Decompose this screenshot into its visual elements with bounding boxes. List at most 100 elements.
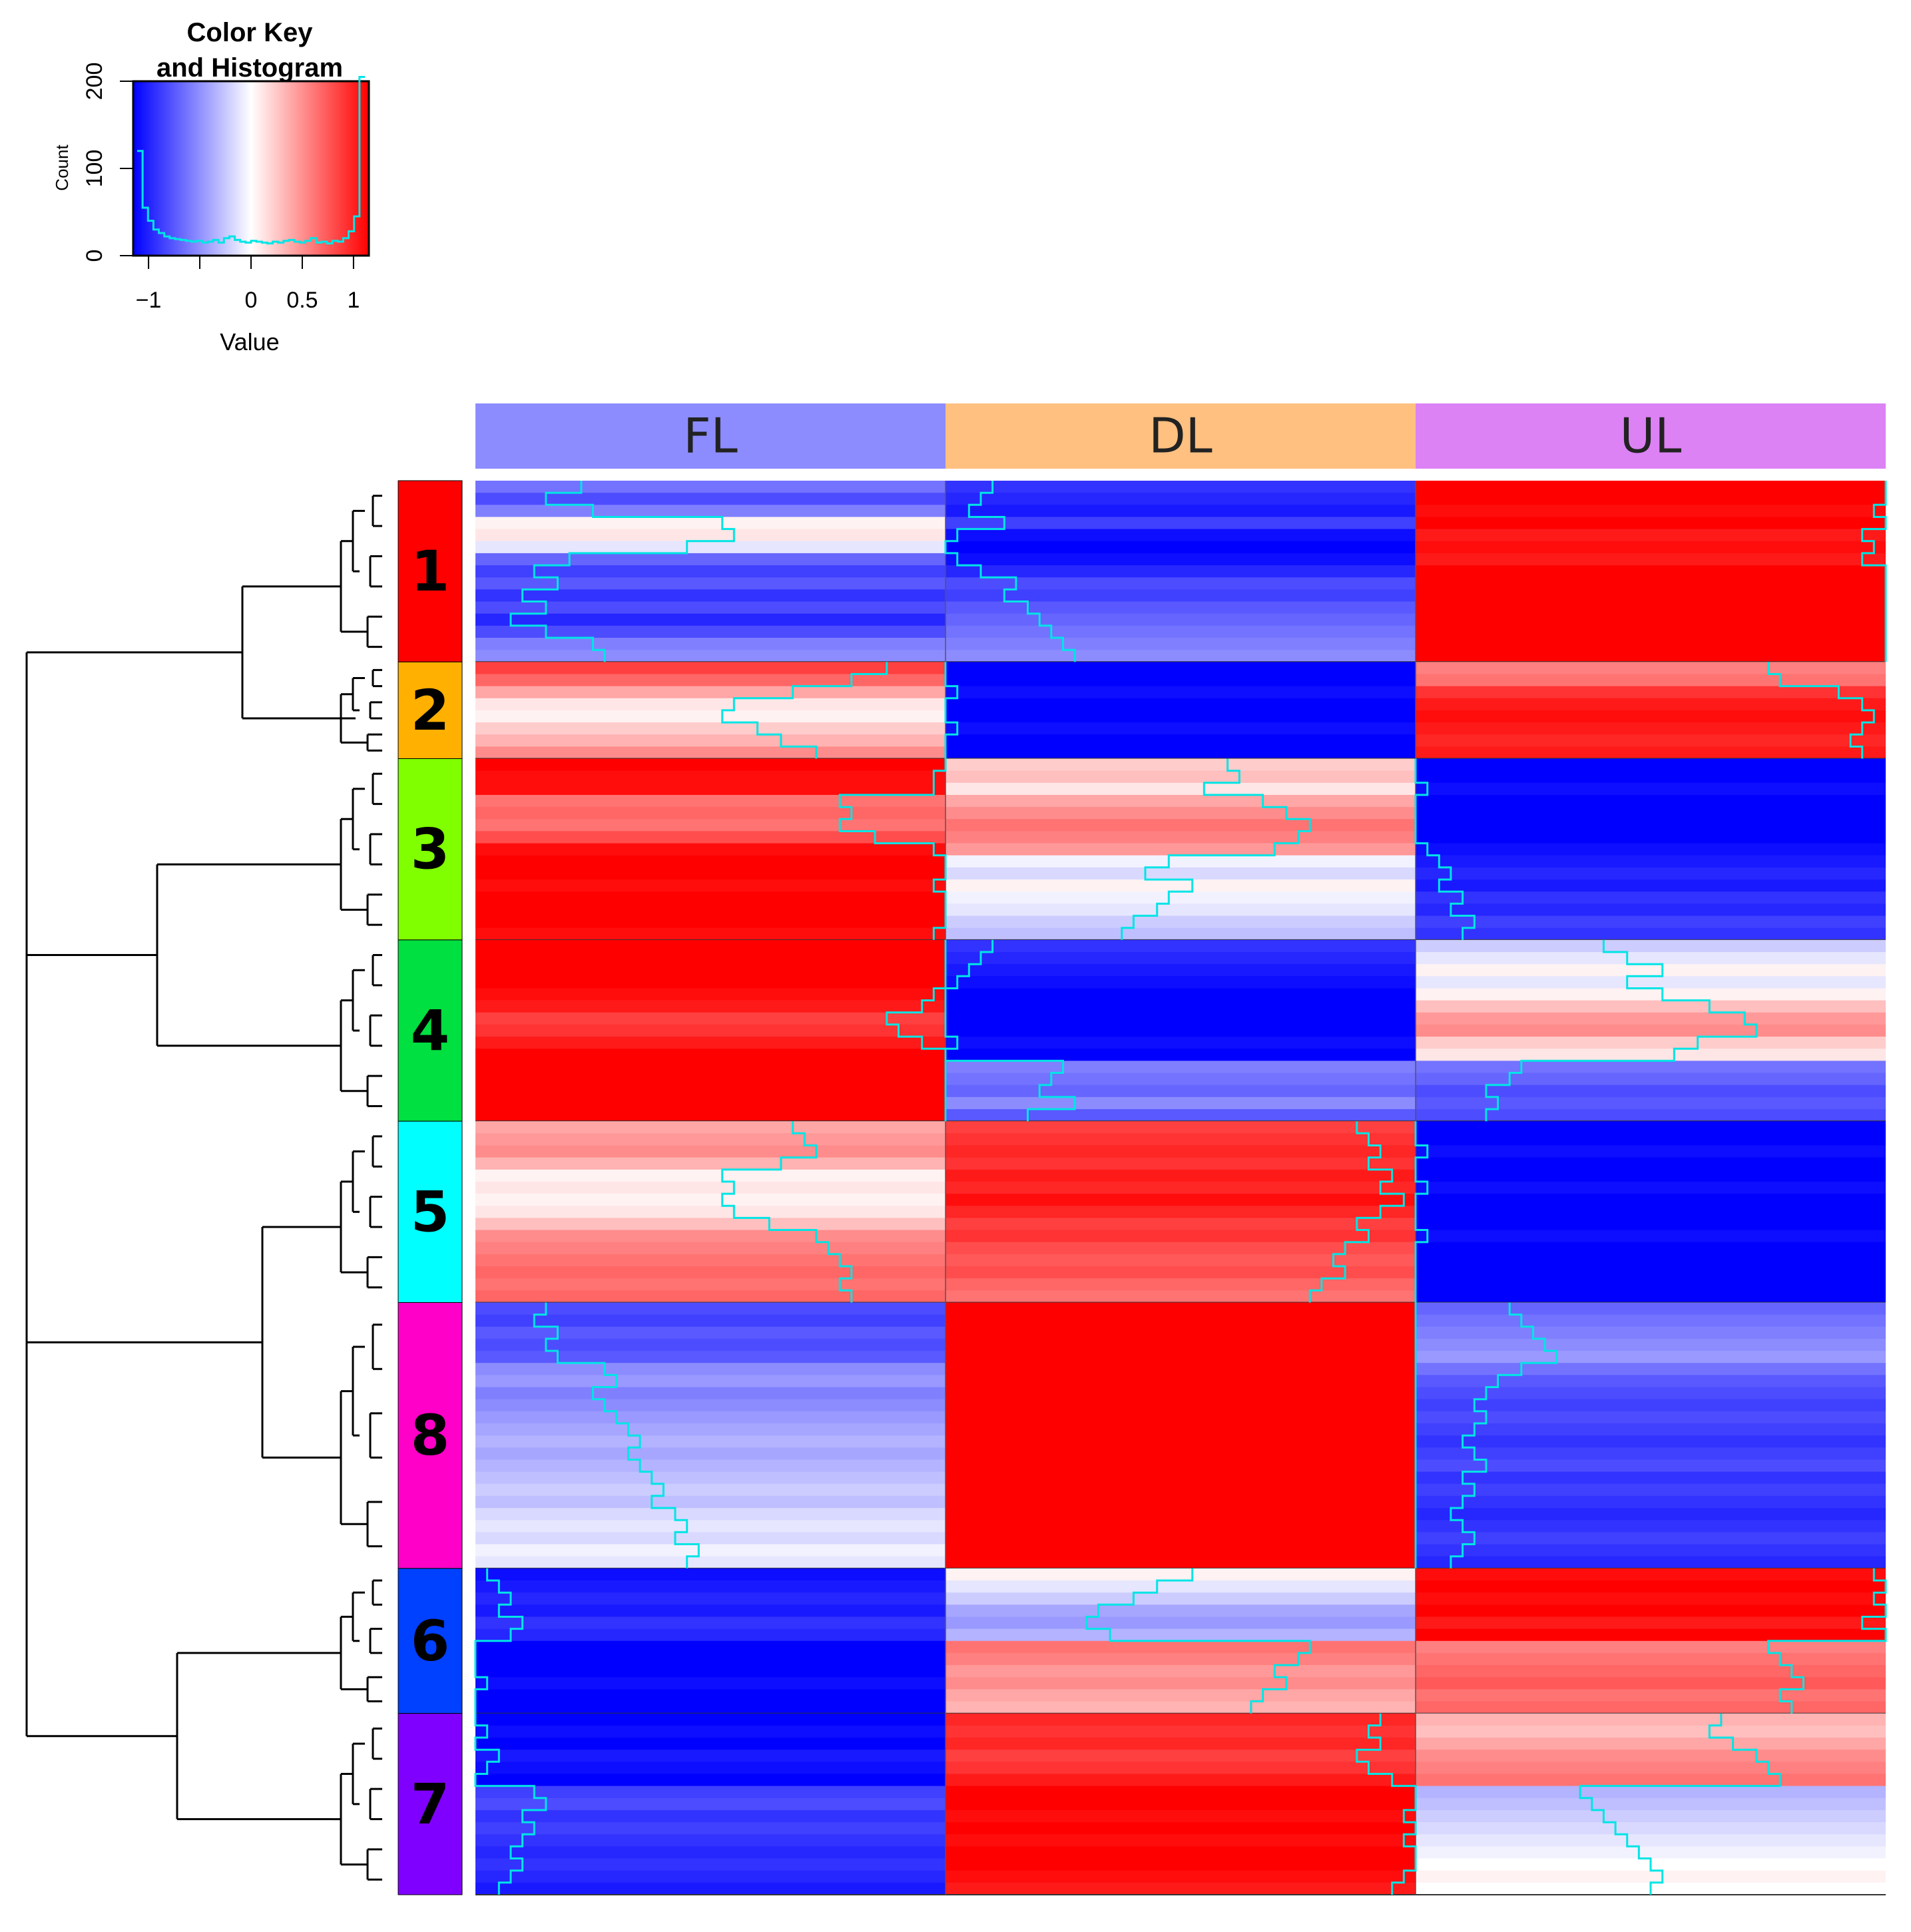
cluster-bar-4 — [398, 939, 463, 1122]
heatmap-cell — [475, 1375, 946, 1388]
heatmap-cell — [475, 1568, 946, 1581]
heatmap-cell — [1416, 1302, 1886, 1316]
heatmap-cell — [1416, 662, 1886, 675]
key-y-tick-label: 100 — [82, 150, 107, 188]
heatmap-cell — [1416, 795, 1886, 808]
heatmap-cell — [946, 662, 1416, 675]
heatmap-cell — [946, 1435, 1416, 1448]
heatmap-cell — [946, 1508, 1416, 1521]
heatmap-cell — [946, 1762, 1416, 1775]
heatmap-cell — [1416, 1556, 1886, 1569]
heatmap-cell — [946, 1000, 1416, 1013]
heatmap-cell — [946, 1580, 1416, 1593]
heatmap-cell — [946, 1206, 1416, 1218]
heatmap-cell — [1416, 505, 1886, 518]
heatmap-cell — [1416, 517, 1886, 530]
heatmap-cell — [1416, 1351, 1886, 1363]
column-label: FL — [683, 408, 738, 464]
heatmap-cell — [946, 1592, 1416, 1605]
heatmap-cell — [946, 686, 1416, 699]
heatmap-cell — [475, 1326, 946, 1339]
cluster-label-5: 5 — [411, 1179, 449, 1244]
heatmap-cell — [1416, 1532, 1886, 1545]
heatmap-cell — [475, 1351, 946, 1363]
heatmap-cell — [475, 795, 946, 808]
heatmap-cell — [475, 734, 946, 747]
heatmap-cell — [946, 1012, 1416, 1025]
heatmap-cell — [946, 807, 1416, 820]
heatmap-cell — [946, 1061, 1416, 1074]
trace-line — [721, 1121, 853, 1303]
heatmap-cell — [1416, 698, 1886, 711]
heatmap-cell — [1416, 1786, 1886, 1799]
heatmap-cell — [475, 529, 946, 542]
heatmap-cell — [475, 1145, 946, 1158]
heatmap-cell — [1416, 1677, 1886, 1690]
heatmap-cell — [946, 674, 1416, 687]
cluster-bar-1 — [398, 480, 463, 662]
heatmap-cell — [1416, 1713, 1886, 1726]
heatmap-cell — [1416, 1628, 1886, 1642]
heatmap-cell — [475, 952, 946, 965]
heatmap-cell — [475, 1750, 946, 1762]
heatmap-cell — [475, 1822, 946, 1835]
heatmap-cell — [475, 819, 946, 832]
heatmap-cell — [475, 674, 946, 687]
heatmap-cell — [946, 1846, 1416, 1859]
heatmap-cell — [946, 493, 1416, 505]
heatmap-cell — [1416, 1640, 1886, 1654]
heatmap-cell — [475, 976, 946, 989]
heatmap-cell — [475, 1133, 946, 1146]
heatmap-cell — [475, 1798, 946, 1811]
heatmap-cell — [475, 1121, 946, 1134]
heatmap-cell — [946, 1640, 1416, 1654]
heatmap-cell — [475, 746, 946, 760]
heatmap-cell — [475, 1169, 946, 1182]
heatmap-cell — [475, 1024, 946, 1037]
heatmap-cell — [475, 625, 946, 638]
heatmap-cell — [1416, 879, 1886, 892]
heatmap-cell — [946, 1338, 1416, 1351]
heatmap-cell — [946, 1387, 1416, 1400]
heatmap-cell — [1416, 553, 1886, 566]
heatmap-cell — [1416, 1447, 1886, 1461]
heatmap-cell — [1416, 1145, 1886, 1158]
heatmap-cell — [1416, 1701, 1886, 1714]
key-x-tick-label: 0 — [245, 288, 258, 313]
heatmap-cell — [1416, 1483, 1886, 1497]
heatmap-cell — [475, 1242, 946, 1255]
color-key-x-axis: −1 0 0.5 1 — [136, 255, 360, 313]
heatmap-cell — [475, 1483, 946, 1497]
heatmap-cell — [946, 770, 1416, 784]
color-key-title: Color Key — [187, 18, 314, 47]
heatmap-cell — [946, 1447, 1416, 1461]
heatmap-cell — [1416, 976, 1886, 989]
heatmap-cell — [475, 1085, 946, 1098]
heatmap-cell — [475, 1738, 946, 1750]
heatmap-cell — [946, 1181, 1416, 1194]
trace-line — [1861, 481, 1887, 662]
heatmap-cell — [1416, 1471, 1886, 1485]
heatmap-cell — [475, 1302, 946, 1316]
trace-line — [886, 939, 947, 1122]
heatmap-cell — [475, 1230, 946, 1243]
heatmap-cell — [946, 1725, 1416, 1738]
trace-line — [474, 1568, 524, 1714]
column-label: DL — [1149, 408, 1213, 464]
heatmap-cell — [1416, 1085, 1886, 1098]
heatmap-cell — [475, 1399, 946, 1412]
heatmap-cell — [946, 867, 1416, 880]
heatmap-cell — [475, 1556, 946, 1569]
heatmap-cell — [946, 481, 1416, 493]
trace-line — [944, 662, 959, 759]
cluster-bars: 1 2 3 4 5 8 6 7 — [398, 480, 463, 1895]
heatmap-cell — [946, 1326, 1416, 1339]
heatmap-cell — [475, 1810, 946, 1823]
heatmap-cell — [475, 1049, 946, 1061]
heatmap-cell — [946, 589, 1416, 603]
heatmap-cell — [475, 1725, 946, 1738]
heatmap-cell — [946, 1556, 1416, 1569]
heatmap-cell — [946, 1254, 1416, 1267]
heatmap-cell — [946, 1302, 1416, 1316]
heatmap-cell — [1416, 625, 1886, 638]
